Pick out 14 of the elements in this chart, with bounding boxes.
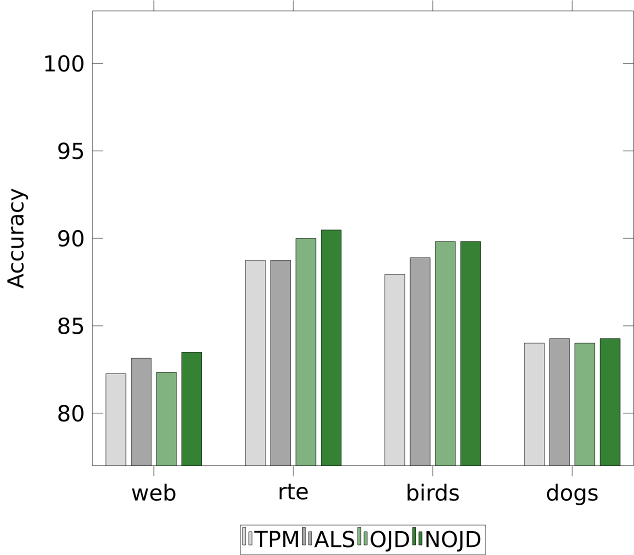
legend-label: TPM (254, 530, 298, 548)
x-tick-label: rte (280, 484, 308, 500)
legend-label: NOJD (426, 530, 480, 552)
x-tick-label: birds (408, 484, 459, 501)
y-tick-label: 100 (45, 55, 84, 72)
y-tick-label: 95 (58, 142, 83, 160)
x-tick-label: dogs (546, 484, 598, 506)
legend-label: ALS (314, 530, 354, 548)
y-tick-label: 90 (58, 230, 84, 247)
legend-label: OJD (370, 530, 409, 552)
y-axis-title: Accuracy (7, 188, 28, 289)
x-tick-label: web (132, 484, 176, 501)
y-tick-label: 85 (58, 318, 83, 334)
y-tick-label: 80 (58, 404, 84, 422)
